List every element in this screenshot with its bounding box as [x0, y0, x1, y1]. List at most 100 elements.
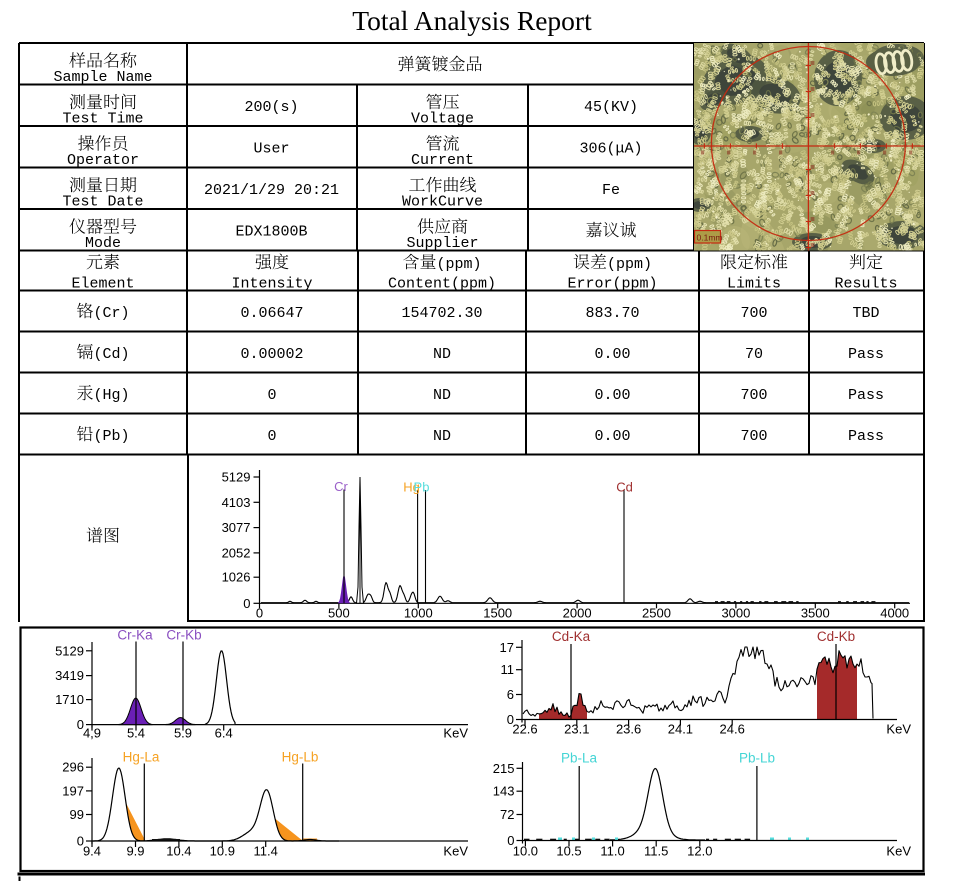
svg-text:KeV: KeV [443, 844, 468, 859]
svg-text:Current: Current [411, 152, 474, 169]
svg-text:0: 0 [267, 387, 276, 404]
svg-text:154702.30: 154702.30 [401, 305, 482, 322]
svg-text:Hg-Lb: Hg-Lb [282, 750, 319, 765]
svg-text:Pb: Pb [414, 480, 430, 495]
svg-text:2052: 2052 [222, 545, 251, 560]
svg-text:197: 197 [62, 783, 84, 798]
svg-text:24.6: 24.6 [720, 722, 745, 737]
svg-text:10.0: 10.0 [513, 844, 538, 859]
svg-text:11.4: 11.4 [254, 844, 278, 859]
svg-text:0.00: 0.00 [594, 346, 630, 363]
svg-text:Results: Results [834, 276, 897, 293]
svg-text:215: 215 [493, 761, 515, 776]
svg-text:Hg-La: Hg-La [123, 750, 160, 765]
svg-text:0: 0 [267, 428, 276, 445]
svg-text:WorkCurve: WorkCurve [402, 194, 483, 211]
svg-text:0: 0 [77, 834, 84, 849]
svg-text:0.00: 0.00 [594, 387, 630, 404]
svg-text:Element: Element [71, 276, 134, 293]
svg-text:12.0: 12.0 [687, 844, 712, 859]
svg-text:700: 700 [740, 387, 767, 404]
svg-text:883.70: 883.70 [585, 305, 639, 322]
svg-text:Test Time: Test Time [62, 111, 143, 128]
svg-text:24.1: 24.1 [668, 722, 693, 737]
svg-text:6: 6 [507, 687, 514, 702]
svg-text:9.9: 9.9 [126, 844, 144, 859]
svg-text:EDX1800B: EDX1800B [235, 224, 307, 241]
svg-text:0: 0 [243, 596, 250, 611]
svg-text:Content(ppm): Content(ppm) [388, 276, 496, 293]
svg-text:1000: 1000 [404, 606, 433, 621]
svg-text:Supplier: Supplier [406, 235, 478, 252]
svg-text:Sample Name: Sample Name [53, 69, 152, 86]
svg-text:Error(ppm): Error(ppm) [567, 276, 657, 293]
svg-text:Pb-La: Pb-La [561, 751, 598, 766]
svg-text:(Cr): (Cr) [94, 305, 130, 322]
svg-text:(Cd): (Cd) [94, 346, 130, 363]
svg-text:306(μA): 306(μA) [579, 141, 642, 158]
svg-text:ND: ND [433, 346, 451, 363]
svg-text:Fe: Fe [602, 182, 620, 199]
svg-text:3077: 3077 [222, 520, 251, 535]
svg-text:9.4: 9.4 [83, 844, 101, 859]
svg-text:KeV: KeV [886, 844, 911, 859]
svg-text:3000: 3000 [721, 606, 750, 621]
svg-text:10.5: 10.5 [556, 844, 581, 859]
svg-text:2000: 2000 [563, 606, 592, 621]
svg-text:KeV: KeV [886, 722, 911, 737]
svg-text:Cd: Cd [616, 480, 633, 495]
svg-text:1500: 1500 [483, 606, 512, 621]
svg-text:23.1: 23.1 [564, 722, 589, 737]
svg-text:10.4: 10.4 [166, 844, 191, 859]
svg-text:5.9: 5.9 [174, 726, 192, 741]
svg-text:ND: ND [433, 387, 451, 404]
svg-text:ND: ND [433, 428, 451, 445]
svg-text:11: 11 [501, 662, 515, 677]
svg-text:17: 17 [500, 640, 514, 655]
svg-text:Pass: Pass [848, 428, 884, 445]
svg-text:TBD: TBD [852, 305, 879, 322]
svg-text:4103: 4103 [222, 495, 251, 510]
svg-text:0: 0 [77, 717, 84, 732]
svg-text:(Pb): (Pb) [94, 428, 130, 445]
svg-text:Cr: Cr [334, 479, 348, 494]
svg-text:3500: 3500 [801, 606, 830, 621]
svg-text:1710: 1710 [55, 692, 84, 707]
svg-text:Pass: Pass [848, 346, 884, 363]
svg-text:5.4: 5.4 [127, 726, 145, 741]
svg-text:143: 143 [493, 784, 515, 799]
svg-text:KeV: KeV [443, 726, 468, 741]
svg-text:500: 500 [328, 606, 350, 621]
svg-text:(ppm): (ppm) [607, 256, 652, 273]
svg-text:0: 0 [256, 606, 263, 621]
svg-text:Pb-Lb: Pb-Lb [739, 751, 775, 766]
svg-text:User: User [253, 141, 289, 158]
svg-text:2021/1/29 20:21: 2021/1/29 20:21 [204, 182, 339, 199]
svg-text:Limits: Limits [727, 276, 781, 293]
svg-text:23.6: 23.6 [616, 722, 641, 737]
svg-text:Cd-Ka: Cd-Ka [552, 629, 591, 644]
svg-text:45(KV): 45(KV) [584, 99, 638, 116]
svg-text:0: 0 [507, 712, 514, 727]
svg-text:4000: 4000 [880, 606, 909, 621]
svg-text:Total Analysis Report: Total Analysis Report [352, 5, 592, 36]
svg-text:72: 72 [500, 807, 514, 822]
svg-text:5129: 5129 [55, 643, 84, 658]
svg-text:0.00: 0.00 [594, 428, 630, 445]
svg-text:99: 99 [70, 807, 84, 822]
svg-text:700: 700 [740, 305, 767, 322]
svg-text:Intensity: Intensity [231, 276, 312, 293]
svg-text:0.1mm: 0.1mm [697, 233, 723, 243]
svg-text:Pass: Pass [848, 387, 884, 404]
svg-text:22.6: 22.6 [512, 722, 537, 737]
svg-text:Hg: Hg [403, 480, 420, 495]
svg-text:Operator: Operator [67, 152, 139, 169]
svg-text:5129: 5129 [222, 470, 251, 485]
svg-text:11.0: 11.0 [600, 844, 624, 859]
svg-text:0: 0 [507, 833, 514, 848]
svg-text:Cr-Ka: Cr-Ka [117, 628, 153, 643]
svg-text:10.9: 10.9 [210, 844, 235, 859]
svg-text:(Hg): (Hg) [94, 387, 130, 404]
svg-text:(ppm): (ppm) [437, 256, 482, 273]
svg-text:6.4: 6.4 [215, 726, 233, 741]
